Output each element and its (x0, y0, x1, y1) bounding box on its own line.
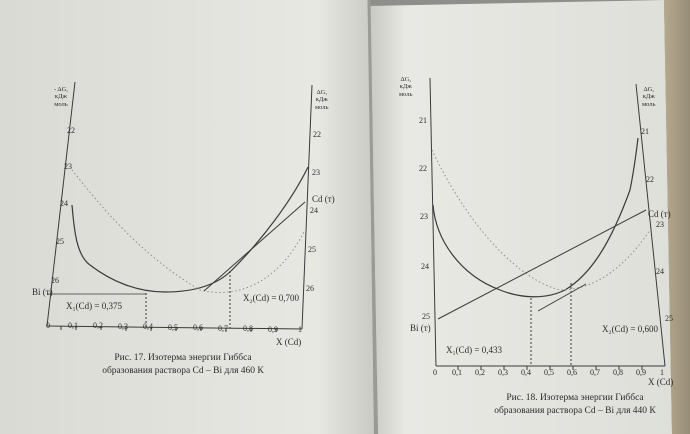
left-ytick-right-25: 25 (308, 245, 316, 254)
left-x-axis (46, 325, 303, 330)
right-x1-annotation: X₁(Cd) = 0,433 (446, 345, 502, 355)
left-ytick-left-24: 24 (60, 199, 68, 208)
left-xtick: 0,8 (243, 324, 253, 333)
unit-line: кДж (54, 93, 68, 101)
left-gibbs-curve (71, 166, 309, 293)
left-xtick: 0,2 (93, 321, 103, 330)
unit-line: ΔG, (643, 86, 655, 93)
right-page (370, 0, 672, 434)
right-ytick-left-21: 21 (419, 116, 427, 125)
left-unit-label-right: ΔG, кДж моль (315, 89, 329, 111)
caption-line: образования раствора Cd – Bi для 460 К (102, 365, 264, 376)
right-cd-label: Cd (т) (648, 209, 671, 219)
left-xtick: 0,3 (118, 322, 128, 331)
left-xtick: 0,6 (193, 323, 203, 332)
right-ytick-left-23: 23 (420, 212, 428, 221)
right-xtick: 0,5 (544, 368, 554, 377)
right-ytick-right-24: 24 (656, 267, 664, 276)
right-bi-label: Bi (т) (410, 323, 431, 333)
right-ytick-right-23: 23 (656, 220, 664, 229)
right-gibbs-curve (432, 137, 639, 298)
right-short-tangent (537, 283, 587, 312)
caption-line: Рис. 17. Изотерма энергии Гиббса (114, 353, 252, 363)
right-ytick-left-25: 25 (422, 312, 430, 321)
left-x1-annotation: X₁(Cd) = 0,375 (66, 301, 122, 311)
left-dotted-curve (71, 169, 306, 293)
unit-line: кДж (315, 96, 328, 104)
unit-line: ΔG, (400, 76, 412, 83)
left-xtick: 0,5 (168, 323, 178, 332)
right-ytick-right-21: 21 (641, 127, 649, 136)
left-y-axis-right (301, 84, 313, 330)
left-y-axis-left (46, 81, 76, 327)
right-xtick: 0 (433, 368, 437, 377)
caption-line: образования раствора Cd – Bi для 440 К (494, 405, 656, 416)
left-ytick-left-22: 22 (67, 126, 75, 135)
right-unit-label-right: ΔG, кДж моль (642, 86, 656, 108)
unit-line: моль (315, 103, 329, 111)
right-xtick: 1 (660, 368, 664, 377)
page-edges (664, 0, 690, 434)
left-xtick: 1 (298, 325, 302, 334)
right-xtick: 0,4 (521, 368, 531, 377)
left-ytick-left-23: 23 (64, 162, 72, 171)
left-ytick-left-25: 25 (56, 237, 64, 246)
left-ytick-right-24: 24 (310, 206, 318, 215)
left-xtick: 0,1 (68, 321, 78, 330)
right-common-tangent (437, 209, 647, 320)
left-common-tangent (203, 201, 306, 292)
left-page (0, 0, 374, 434)
left-xtick: 0,4 (143, 322, 153, 331)
right-ytick-right-22: 22 (646, 175, 654, 184)
right-xtick: 0,8 (613, 368, 623, 377)
left-figure-caption: Рис. 17. Изотерма энергии Гиббса образов… (78, 352, 288, 378)
right-ytick-right-25: 25 (665, 314, 673, 323)
left-xtick: 0,9 (268, 325, 278, 334)
left-ytick-right-22: 22 (313, 130, 321, 139)
left-ytick-right-23: 23 (312, 168, 320, 177)
right-x2-annotation: X₂(Cd) = 0,600 (602, 324, 658, 334)
unit-line: моль (399, 90, 413, 98)
caption-line: Рис. 18. Изотерма энергии Гиббса (506, 393, 644, 403)
right-xtick: 0,7 (590, 368, 600, 377)
left-x2-annotation: X₂(Cd) = 0,700 (243, 293, 299, 303)
left-unit-label-left: - ΔG, кДж моль (54, 86, 68, 108)
unit-line: моль (642, 100, 656, 108)
left-chart (46, 81, 313, 330)
right-xtick: 0,2 (475, 368, 485, 377)
left-xtick: 0 (46, 321, 50, 330)
left-x-axis-label: X (Cd) (276, 337, 302, 347)
right-figure-caption: Рис. 18. Изотерма энергии Гиббса образов… (470, 392, 680, 418)
unit-line: кДж (642, 93, 655, 101)
left-ytick-left-26: 26 (51, 276, 59, 285)
right-x-axis-label: X (Cd) (648, 377, 674, 387)
left-cd-label: Cd (т) (312, 194, 335, 204)
unit-line: моль (54, 100, 68, 108)
right-xtick: 0,3 (498, 368, 508, 377)
right-xtick: 0,1 (452, 368, 462, 377)
unit-line: ΔG, (316, 89, 328, 96)
left-ytick-right-26: 26 (306, 284, 314, 293)
unit-line: кДж (399, 83, 412, 91)
unit-line: - ΔG, (54, 86, 68, 93)
right-xtick: 0,6 (567, 368, 577, 377)
right-ytick-left-22: 22 (419, 164, 427, 173)
right-unit-label-left: ΔG, кДж моль (399, 76, 413, 98)
right-ytick-left-24: 24 (421, 262, 429, 271)
right-y-axis-left (429, 77, 437, 367)
left-bi-label: Bi (т) (32, 287, 53, 297)
left-xtick: 0,7 (218, 324, 228, 333)
right-xtick: 0,9 (636, 368, 646, 377)
right-y-axis-right (635, 83, 666, 367)
